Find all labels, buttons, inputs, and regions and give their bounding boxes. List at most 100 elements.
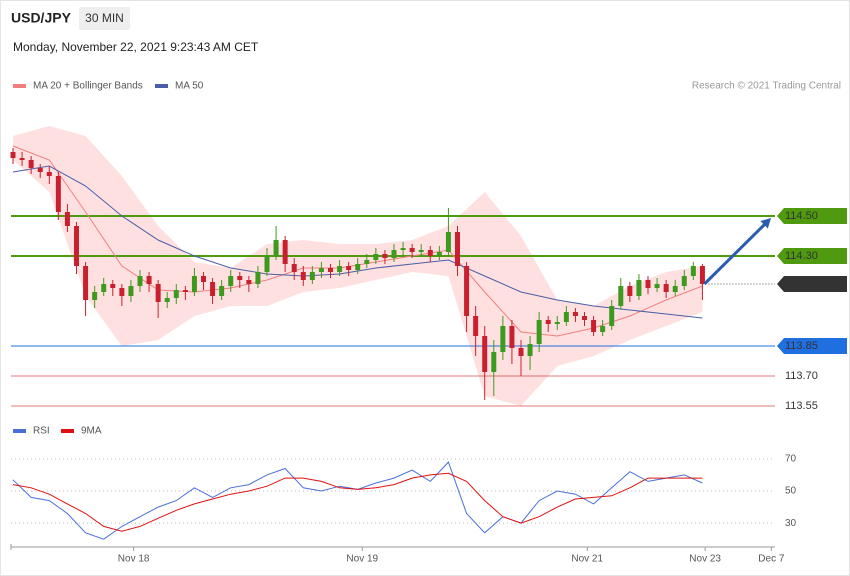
candle-body xyxy=(273,240,279,256)
candle-body xyxy=(609,306,615,326)
candle-body xyxy=(137,276,143,286)
level-label: 114.16 xyxy=(785,278,818,290)
legend-label: MA 50 xyxy=(175,81,204,92)
candle-body xyxy=(291,264,297,272)
rsi-line xyxy=(12,472,703,532)
candle-body xyxy=(563,312,569,322)
legend-label: MA 20 + Bollinger Bands xyxy=(33,81,143,92)
x-tick-label: Nov 18 xyxy=(118,554,150,565)
x-tick-label: Nov 23 xyxy=(689,554,721,565)
forecast-arrow xyxy=(703,222,767,286)
level-label: 113.70 xyxy=(785,370,818,382)
forecast-arrowhead xyxy=(760,218,771,229)
candle-body xyxy=(690,266,696,276)
candle-body xyxy=(373,254,379,260)
candle-body xyxy=(101,284,107,292)
candle-body xyxy=(201,276,206,282)
candle-body xyxy=(491,352,497,372)
candle-body xyxy=(500,326,506,352)
candle-body xyxy=(391,250,397,258)
candle-body xyxy=(210,282,216,296)
candle-body xyxy=(418,250,424,252)
x-tick-label: Nov 21 xyxy=(571,554,603,565)
candle-body xyxy=(300,272,306,280)
x-tick-label: Dec 7 xyxy=(758,554,785,565)
candle-body xyxy=(337,266,343,272)
credit: Research © 2021 Trading Central xyxy=(692,81,841,92)
candle-body xyxy=(364,260,370,264)
candle-body xyxy=(681,276,687,286)
symbol: USD/JPY xyxy=(11,10,72,26)
legend-swatch xyxy=(13,429,26,433)
candle-body xyxy=(536,320,542,344)
candle-body xyxy=(663,284,669,292)
x-tick-label: Nov 19 xyxy=(346,554,378,565)
candle-body xyxy=(518,348,524,356)
candle-body xyxy=(173,290,179,298)
candle-body xyxy=(37,168,43,172)
candle-body xyxy=(10,152,16,158)
candle-body xyxy=(46,172,52,176)
candle-body xyxy=(636,280,642,296)
candle-body xyxy=(645,280,651,288)
legend-label: RSI xyxy=(33,426,50,437)
candle-body xyxy=(309,272,315,280)
y-tick-label: 70 xyxy=(785,453,797,464)
y-tick-label: 30 xyxy=(785,518,797,529)
candle-body xyxy=(83,266,89,300)
candle-body xyxy=(19,158,25,160)
level-tag xyxy=(777,208,847,224)
candle-body xyxy=(164,298,170,302)
candle-body xyxy=(74,226,79,266)
candle-body xyxy=(282,240,288,264)
legend-label: 9MA xyxy=(81,426,102,437)
candle-body xyxy=(255,272,261,284)
candle-body xyxy=(64,212,70,226)
candle-body xyxy=(427,250,433,256)
candle-body xyxy=(219,286,225,296)
candle-body xyxy=(672,286,678,292)
level-label: 113.85 xyxy=(785,340,818,352)
candle-body xyxy=(318,268,324,272)
level-label: 113.55 xyxy=(785,400,818,412)
candle-body xyxy=(28,160,34,168)
candle-body xyxy=(473,316,479,336)
level-label: 114.30 xyxy=(785,250,818,262)
level-label: 114.50 xyxy=(785,210,818,222)
candle-body xyxy=(155,284,161,302)
candle-body xyxy=(464,266,470,316)
candle-body xyxy=(346,266,352,270)
candle-body xyxy=(654,284,660,288)
interval-chip[interactable] xyxy=(79,7,130,30)
legend-swatch xyxy=(61,429,74,433)
legend: RSI 9MA xyxy=(13,426,102,437)
candle-body xyxy=(55,176,61,212)
candle-body xyxy=(527,344,533,356)
candle-body xyxy=(618,286,624,306)
candle-body xyxy=(545,320,551,324)
candle-body xyxy=(591,320,597,332)
candle-body xyxy=(436,252,442,256)
candle-body xyxy=(146,276,152,284)
candle-body xyxy=(400,248,406,250)
interval[interactable]: 30 MIN xyxy=(85,11,124,25)
y-tick-label: 50 xyxy=(785,486,797,497)
candle-body xyxy=(182,290,188,292)
candle-body xyxy=(382,254,388,258)
candle-body xyxy=(92,292,98,300)
level-tag xyxy=(777,276,847,292)
candle-body xyxy=(237,276,243,280)
candle-body xyxy=(582,316,587,320)
candle-body xyxy=(627,286,633,296)
candle-body xyxy=(600,326,606,332)
candle-body xyxy=(554,322,560,324)
candle-body xyxy=(228,276,234,286)
legend-swatch xyxy=(13,84,26,88)
candle-body xyxy=(455,232,460,266)
candle-body xyxy=(509,326,515,348)
candle-body xyxy=(128,286,134,296)
candle-body xyxy=(328,268,333,272)
candle-body xyxy=(246,280,252,284)
candle-body xyxy=(355,264,361,270)
